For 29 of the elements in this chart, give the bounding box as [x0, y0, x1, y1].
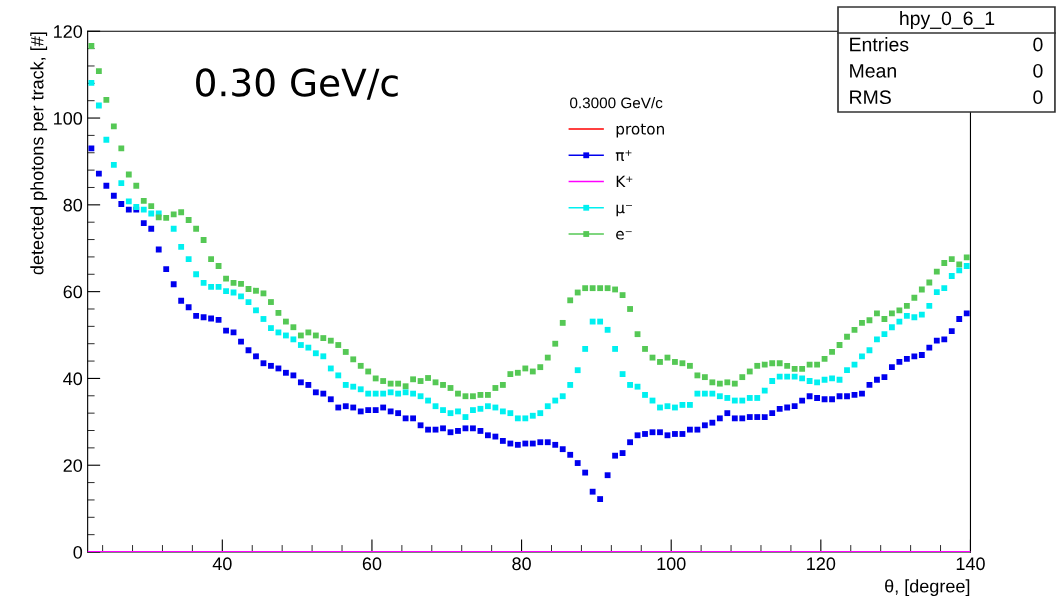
x-tick-label: 100	[657, 557, 686, 571]
text: 0	[1033, 90, 1043, 105]
legend-label: π⁺	[615, 150, 632, 161]
annotation: 0.30 GeV/c	[196, 68, 398, 100]
x-tick-label: 60	[362, 557, 382, 571]
legend-label: proton	[616, 123, 664, 138]
legend-title: 0.3000 GeV/c	[570, 97, 663, 109]
x-axis-title: θ, [degree]	[885, 579, 970, 597]
y-tick-label: 40	[63, 372, 83, 386]
x-tick-label: 120	[807, 557, 836, 571]
x-tick-label: 80	[512, 557, 531, 571]
x-tick-label: 140	[956, 557, 985, 571]
y-tick-label: 100	[54, 111, 83, 125]
annotation: RMS	[850, 90, 891, 105]
legend-label: K⁺	[616, 175, 633, 187]
annotation: Entries	[850, 37, 909, 52]
text: 0	[1033, 37, 1043, 52]
y-tick-label: 20	[63, 459, 83, 472]
y-tick-label: 0	[73, 545, 83, 559]
text: 0	[1033, 63, 1043, 78]
y-tick-label: 60	[63, 285, 83, 299]
annotation: Mean	[850, 64, 896, 78]
y-tick-label: 120	[54, 25, 83, 38]
y-tick-label: 80	[63, 198, 83, 212]
text: hpy_0_6_1	[900, 10, 995, 30]
legend-label: e⁻	[616, 230, 632, 240]
x-tick-label: 40	[212, 557, 232, 571]
y-axis-title: detected photons per track, [#]	[30, 32, 48, 275]
legend-label: μ⁻	[616, 204, 633, 217]
